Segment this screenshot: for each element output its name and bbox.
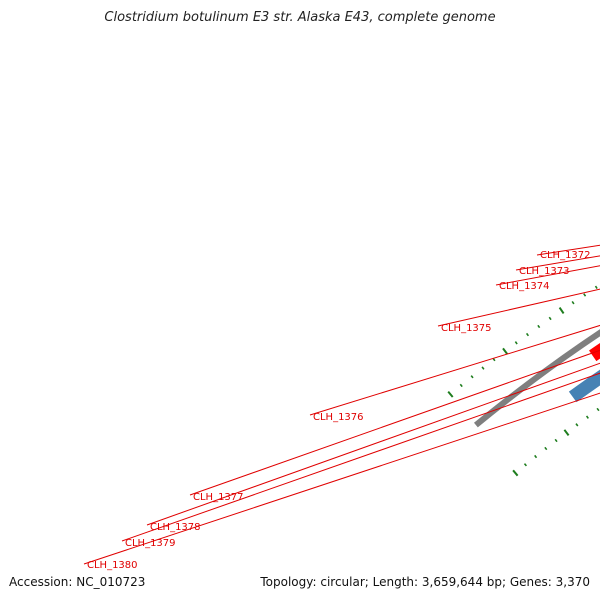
scale-tick-12 (583, 293, 587, 297)
gene-leader-8 (83, 392, 600, 565)
gene-label-8: CLH_1380 (87, 560, 138, 571)
gene-leader-0 (536, 244, 600, 256)
scale-tick-3 (481, 366, 485, 370)
scale-tick-97 (585, 415, 589, 419)
scale-tick-11 (571, 300, 575, 305)
scale-ticks (447, 285, 600, 477)
scale-tick-9 (548, 316, 552, 321)
map-title: Clostridium botulinum E3 str. Alaska E43… (104, 10, 496, 25)
gene-label-4: CLH_1376 (313, 412, 364, 423)
gene-features (568, 342, 600, 403)
scale-tick-0 (447, 390, 454, 398)
gene-label-0: CLH_1372 (540, 250, 591, 261)
scale-tick-2 (470, 375, 474, 379)
gene-leader-7 (121, 372, 600, 542)
gene-leader-2 (495, 265, 600, 286)
scale-tick-95 (563, 429, 570, 436)
scale-tick-5 (502, 347, 509, 355)
gene-label-6: CLH_1378 (150, 522, 201, 533)
genome-summary: Topology: circular; Length: 3,659,644 bp… (260, 575, 590, 589)
gene-feature-11 (589, 342, 600, 362)
scale-tick-94 (554, 438, 558, 443)
accession-text: Accession: NC_010723 (9, 575, 146, 589)
scale-tick-93 (544, 446, 548, 451)
scale-tick-6 (514, 341, 518, 345)
gene-label-3: CLH_1375 (441, 323, 492, 334)
gene-label-5: CLH_1377 (193, 492, 244, 503)
scale-tick-8 (537, 324, 541, 329)
scale-tick-1 (459, 383, 463, 388)
scale-tick-13 (594, 285, 598, 290)
gene-leader-3 (437, 288, 600, 327)
gene-label-2: CLH_1374 (499, 281, 550, 292)
gene-labels: CLH_1372 CLH_1373 CLH_1374 CLH_1375 CLH_1376… (83, 244, 600, 571)
scale-tick-92 (534, 454, 538, 459)
gene-leader-5 (189, 349, 600, 496)
gene-label-1: CLH_1373 (519, 266, 570, 277)
scale-tick-7 (525, 332, 530, 337)
scale-tick-96 (575, 423, 579, 427)
scale-tick-91 (523, 463, 528, 467)
gene-feature-17 (568, 369, 600, 403)
scale-tick-10 (558, 307, 565, 314)
scale-tick-90 (512, 469, 519, 477)
scale-tick-98 (596, 407, 600, 412)
gene-label-7: CLH_1379 (125, 538, 176, 549)
gene-leader-6 (146, 362, 600, 526)
gene-leader-4 (309, 324, 600, 416)
